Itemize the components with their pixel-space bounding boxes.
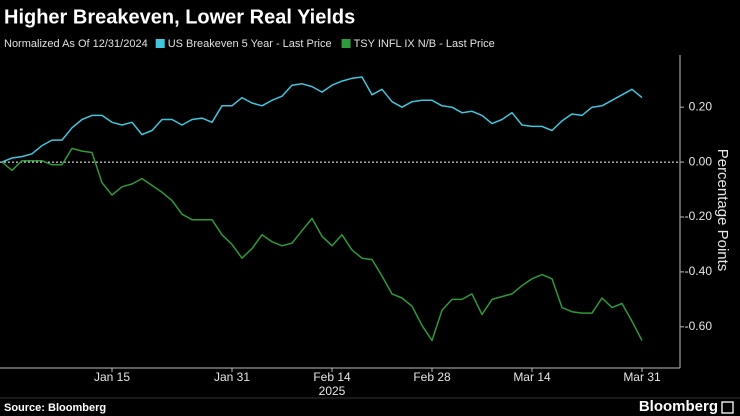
brand-icon (721, 401, 734, 414)
legend-label: US Breakeven 5 Year - Last Price (168, 38, 332, 50)
y-tick-label: -0.40 (685, 264, 713, 278)
legend: Normalized As Of 12/31/2024 US Breakeven… (4, 38, 495, 50)
source: Source: Bloomberg (4, 402, 106, 414)
legend-swatch (155, 39, 165, 48)
y-tick-label: 0.00 (689, 154, 713, 168)
legend-swatch (341, 39, 351, 48)
series-line (1, 76, 643, 163)
x-tick-label: Feb 14 (313, 370, 351, 384)
legend-label: TSY INFL IX N/B - Last Price (354, 38, 495, 50)
x-tick-label: Feb 28 (413, 370, 451, 384)
y-axis-label: Percentage Points (714, 149, 731, 272)
x-tick-label: Mar 14 (513, 370, 551, 384)
x-tick-label: Mar 31 (623, 370, 661, 384)
y-tick-label: 0.20 (689, 99, 713, 113)
series-line (1, 147, 643, 342)
brand-logo: Bloomberg (639, 398, 718, 415)
x-tick-label: Jan 15 (94, 370, 130, 384)
subtitle: Normalized As Of 12/31/2024 (4, 38, 148, 50)
x-axis-label: 2025 (319, 384, 346, 398)
y-tick-label: -0.60 (685, 319, 713, 333)
x-tick-label: Jan 31 (214, 370, 250, 384)
y-tick-label: -0.20 (685, 209, 713, 223)
chart-title: Higher Breakeven, Lower Real Yields (4, 6, 355, 28)
